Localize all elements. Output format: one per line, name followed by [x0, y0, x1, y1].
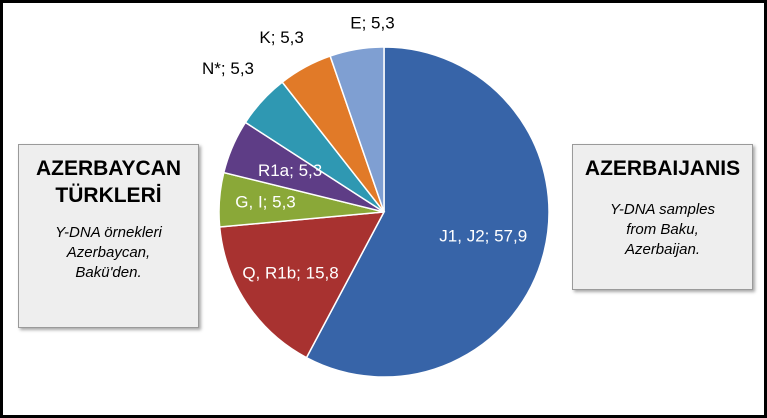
left-title-line-2: TÜRKLERİ — [55, 184, 162, 207]
right-box-title: AZERBAIJANIS — [584, 157, 741, 180]
left-box-subtitle: Y-DNA örnekleri Azerbaycan, Bakü'den. — [19, 223, 198, 283]
pie-slice-label-1: J1, J2; 57,9 — [439, 226, 527, 245]
pie-slice-label-2: Q, R1b; 15,8 — [242, 264, 338, 283]
right-sub-line-2: from Baku, — [626, 221, 699, 238]
pie-slice-label-5: N*; 5,3 — [202, 59, 254, 78]
left-info-box: AZERBAYCAN TÜRKLERİ Y-DNA örnekleri Azer… — [18, 144, 199, 328]
right-sub-line-1: Y-DNA samples — [609, 201, 716, 218]
left-sub-line-2: Azerbaycan, — [66, 244, 151, 261]
pie-slice-label-7: E; 5,3 — [350, 14, 394, 33]
pie-slice-1 — [305, 46, 550, 378]
right-sub-line-3: Azerbaijan. — [624, 241, 701, 258]
pie-slice-label-6: K; 5,3 — [259, 28, 303, 47]
pie-slice-label-3: G, I; 5,3 — [235, 193, 295, 212]
right-box-subtitle: Y-DNA samples from Baku, Azerbaijan. — [573, 200, 752, 260]
pie-slice-2 — [218, 211, 386, 359]
left-sub-line-3: Bakü'den. — [75, 264, 142, 281]
pie-slice-7 — [329, 46, 385, 213]
left-title-line-1: AZERBAYCAN — [35, 157, 182, 180]
left-box-title: AZERBAYCAN TÜRKLERİ — [19, 155, 198, 209]
pie-slice-label-4: R1a; 5,3 — [258, 161, 322, 180]
left-sub-line-1: Y-DNA örnekleri — [55, 224, 162, 241]
right-info-box: AZERBAIJANIS Y-DNA samples from Baku, Az… — [572, 144, 753, 290]
